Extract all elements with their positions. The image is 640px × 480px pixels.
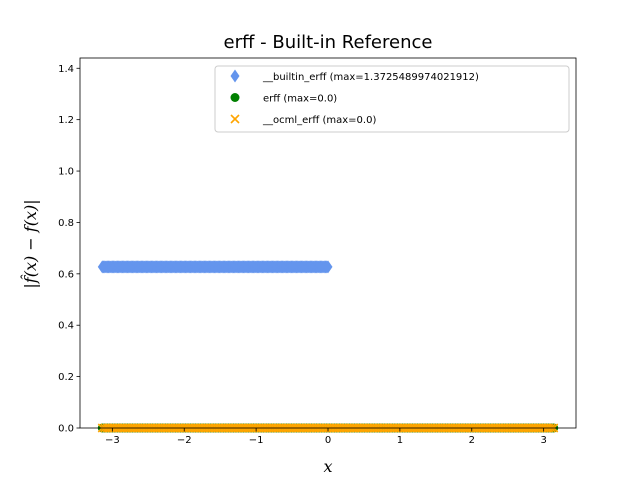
x-tick-label: 1 xyxy=(397,435,403,446)
y-tick-label: 0.0 xyxy=(58,424,74,435)
x-tick-label: 3 xyxy=(540,435,546,446)
y-axis-label: |f̂(x) − f(x)| xyxy=(21,199,40,288)
x-tick-label: −3 xyxy=(105,435,120,446)
legend-box xyxy=(214,65,570,133)
data-point xyxy=(323,260,333,274)
legend-label: erff (max=0.0) xyxy=(263,94,337,105)
x-tick-label: −2 xyxy=(177,435,192,446)
legend-marker xyxy=(230,93,240,102)
y-tick-label: 1.2 xyxy=(58,115,74,126)
legend-label: __ocml_erff (max=0.0) xyxy=(262,115,376,126)
x-tick-label: −1 xyxy=(249,435,264,446)
x-axis-label: x xyxy=(323,457,332,476)
y-tick-label: 0.6 xyxy=(58,269,74,280)
y-tick-label: 1.0 xyxy=(58,167,74,178)
legend-label: __builtin_erff (max=1.3725489974021912) xyxy=(262,72,479,83)
x-axis: −3 −2 −1 0 1 2 3 xyxy=(105,428,547,446)
series-1 xyxy=(97,260,333,274)
y-tick-label: 0.4 xyxy=(58,321,74,332)
series-3 xyxy=(97,423,559,433)
y-tick-label: 0.8 xyxy=(58,218,74,229)
plot-area xyxy=(97,260,559,433)
legend-marker xyxy=(230,114,240,124)
x-tick-label: 0 xyxy=(325,435,331,446)
chart-title: erff - Built-in Reference xyxy=(224,32,433,53)
legend-marker xyxy=(230,69,240,83)
y-tick-label: 1.4 xyxy=(58,64,74,75)
legend: __builtin_erff (max=1.3725489974021912) e… xyxy=(214,65,570,133)
plot-frame xyxy=(79,57,577,429)
y-tick-label: 0.2 xyxy=(58,372,74,383)
x-tick-label: 2 xyxy=(469,435,475,446)
y-axis: 0.0 0.2 0.4 0.6 0.8 1.0 1.2 1.4 xyxy=(58,64,80,435)
